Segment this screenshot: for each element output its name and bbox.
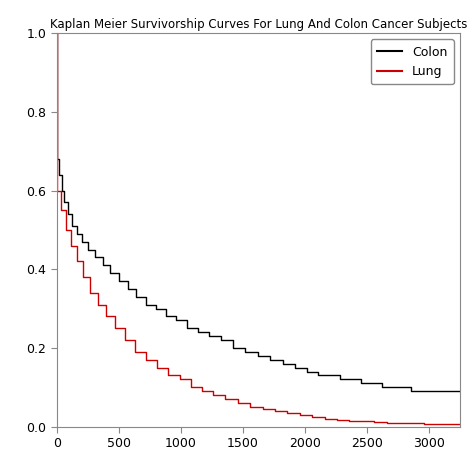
Colon bbox=[255, 353, 261, 359]
Lung bbox=[188, 384, 193, 390]
Line: Colon: Colon bbox=[57, 33, 460, 391]
Lung bbox=[457, 421, 463, 427]
Lung bbox=[322, 416, 328, 421]
Colon bbox=[54, 30, 60, 36]
Lung bbox=[63, 227, 68, 233]
Lung bbox=[223, 396, 228, 402]
Colon bbox=[432, 388, 438, 394]
Legend: Colon, Lung: Colon, Lung bbox=[371, 39, 454, 84]
Lung bbox=[446, 421, 451, 427]
Title: Kaplan Meier Survivorship Curves For Lung And Colon Cancer Subjects: Kaplan Meier Survivorship Curves For Lun… bbox=[50, 18, 467, 31]
Colon bbox=[207, 333, 212, 339]
Colon bbox=[116, 278, 122, 284]
Colon bbox=[457, 388, 463, 394]
Lung bbox=[143, 357, 149, 363]
Line: Lung: Lung bbox=[57, 33, 460, 424]
Colon bbox=[116, 270, 122, 276]
Lung bbox=[88, 290, 93, 296]
Lung bbox=[54, 30, 60, 36]
Colon bbox=[409, 388, 414, 394]
Colon bbox=[56, 156, 62, 162]
